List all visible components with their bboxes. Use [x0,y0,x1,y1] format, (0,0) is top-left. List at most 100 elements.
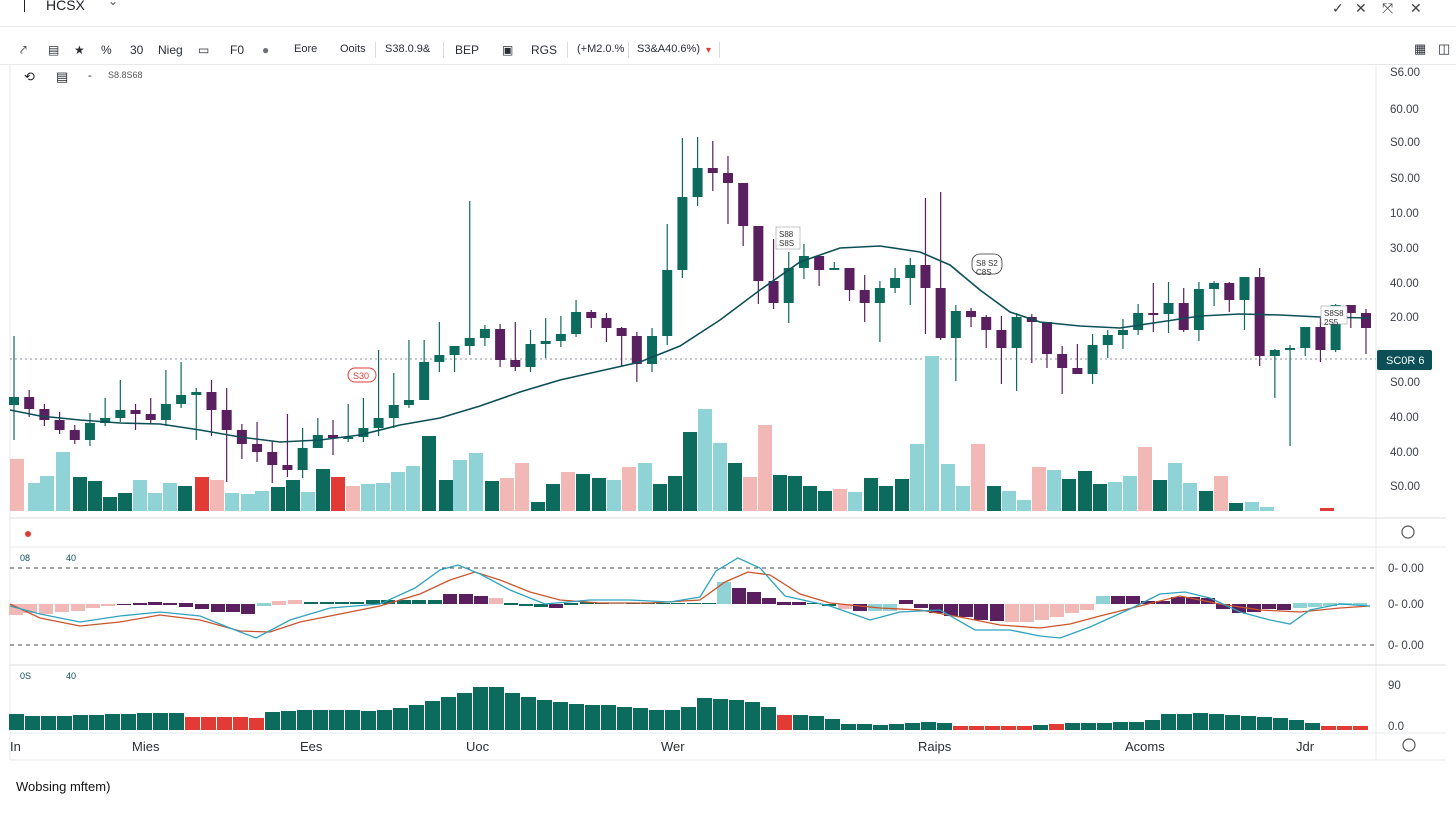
candle-body [479,329,490,338]
volume-bar [1229,503,1243,511]
macd-histogram-bar [304,602,318,604]
candle-body [510,360,521,367]
volume-bar [301,492,315,511]
macd-histogram-bar [163,603,177,605]
volume-bar [653,484,667,511]
candle-body [1011,317,1022,348]
oscillator-bar [233,717,248,730]
toolbar-item-rgs[interactable]: RGS [531,43,558,57]
symbol-title[interactable]: HCSX [46,0,85,13]
record-icon[interactable]: ● [262,43,270,57]
macd-histogram-bar [1308,603,1322,607]
split-icon[interactable]: ◫ [1438,41,1451,56]
clock-icon[interactable]: ⟲ [24,69,35,84]
oscillator-bar [521,697,536,730]
oscillator-bar [89,715,104,730]
volume-bar [56,452,70,511]
calendar-icon[interactable]: ▤ [56,69,69,84]
indicator-axis-label: 0- 0.00 [1388,563,1424,575]
volume-bar [28,483,42,511]
candle-body [358,428,369,437]
macd-histogram-bar [732,588,746,604]
volume-bar [225,493,239,511]
indicator-status-icon[interactable] [25,531,31,537]
volume-bar [376,483,390,511]
macd-histogram-bar [853,604,867,611]
volume-bar [1245,502,1259,511]
toolbar-item-f0[interactable]: F0 [230,43,245,57]
oscillator-bar [729,700,744,730]
toolbar-item-eore[interactable]: Eore [294,43,318,55]
volume-bar [1062,479,1076,511]
volume-bar [1017,500,1031,511]
oscillator-bar [1113,722,1128,730]
volume-bar [638,463,652,511]
annotation-marker[interactable]: S30 [347,367,377,383]
candle-body [601,318,612,328]
volume-bar [879,486,893,511]
candle-body [160,404,171,420]
volume-bar [453,460,467,511]
toolbar-item-bep[interactable]: BEP [455,43,480,57]
volume-bar [773,475,787,511]
candle-body [890,278,901,288]
candle-body [1163,303,1174,314]
oscillator-bar [1129,722,1144,730]
interval-30-button[interactable]: 30 [130,43,144,57]
box-icon[interactable]: ▣ [502,43,514,57]
price-axis: S6.00 60.00 S0.00 S0.00 10.00 30.00 40.0… [1390,67,1420,493]
close-icon[interactable]: ✕ [1410,0,1422,16]
percent-icon[interactable]: % [101,43,112,57]
volume-bar [941,464,955,511]
check-icon[interactable]: ✓ [1332,0,1344,16]
toolbar-item-nieg[interactable]: Nieg [158,43,183,57]
candle-body [100,418,111,423]
annotation-label: S8 S2 C8S [976,259,998,277]
volume-bar [1214,476,1228,511]
indicator-axis-label: 0- 0.00 [1388,599,1424,611]
candle-body [677,197,688,270]
volume-bar [103,497,117,511]
macd-histogram-bar [1020,604,1034,622]
chevron-down-icon[interactable]: ⌄ [108,0,119,8]
candle-body [434,355,445,362]
line-tool-icon[interactable]: ⤤ [20,43,27,57]
macd-histogram-bar [320,602,334,604]
dropdown-marker-icon[interactable]: ▾ [706,45,712,56]
star-icon[interactable]: ★ [74,43,85,57]
candle-body [9,397,19,405]
volume-bar [848,492,862,511]
volume-bar [1078,471,1092,511]
panel-icon[interactable]: ▭ [198,43,210,57]
close-small-icon[interactable]: ✕ [1355,0,1367,16]
time-axis-settings-icon[interactable] [1402,738,1416,752]
toolbar-separator [719,42,720,58]
annotation-marker[interactable]: S8 S2 C8S [971,253,1003,277]
indicator-settings-icon[interactable] [1401,525,1415,539]
candle-body [905,265,916,278]
oscillator-bar [105,714,120,730]
volume-bar [271,487,285,511]
macd-histogram-bar [459,594,473,604]
expand-icon[interactable]: ⤧ [1382,0,1394,16]
macd-histogram-bar [381,600,395,604]
volume-bar [910,444,924,511]
annotation-marker[interactable]: S8S8 2S5 [1320,305,1348,327]
macd-histogram-bar [1156,601,1170,604]
oscillator-bar [265,712,280,730]
layout-icon[interactable]: ▦ [1414,41,1427,56]
candle-body [1087,345,1098,374]
oscillator-bar [553,702,568,730]
oscillator-bar [41,716,56,730]
volume-bar [622,467,636,511]
volume-bar [592,478,606,511]
toolbar-separator [443,42,444,58]
annotation-marker[interactable]: S88 S8S [775,226,801,250]
macd-histogram-bar [747,592,761,604]
toolbar-item-ooits[interactable]: Ooits [340,43,366,55]
volume-bar [1260,507,1274,511]
indicator-axis-label: 0- 0.00 [1388,640,1424,652]
bar-chart-icon[interactable]: ▤ [48,43,60,57]
oscillator-bar [937,723,952,730]
